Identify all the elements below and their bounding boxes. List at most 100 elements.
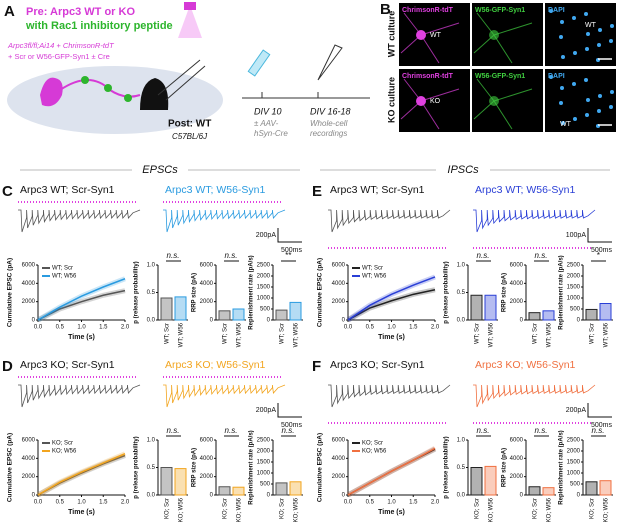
bar <box>160 297 173 321</box>
y-tick-label: 0 <box>267 318 271 324</box>
nucleus <box>573 51 577 55</box>
scale-bar <box>587 403 612 418</box>
cell-label: WT <box>560 121 572 128</box>
bar <box>174 296 187 321</box>
nucleus <box>584 12 588 16</box>
cell-label: WT <box>585 22 597 29</box>
y-axis-label: RRP size (pA) <box>502 448 508 487</box>
x-tick-label: 1.5 <box>409 500 418 506</box>
y-tick-label: 2000 <box>567 449 581 455</box>
x-tick-label: 0.5 <box>56 325 65 331</box>
category-label: WT; W56 <box>489 322 495 347</box>
panel-letter: A <box>4 3 15 20</box>
x-axis-label: Time (s) <box>378 509 405 516</box>
x-axis-label: Time (s) <box>378 334 405 341</box>
bar <box>232 486 245 496</box>
y-tick-label: 0 <box>342 318 346 324</box>
y-tick-label: 2000 <box>567 274 581 280</box>
category-label: KO; Scr <box>590 498 596 519</box>
category-label: WT; W56 <box>604 322 610 347</box>
y-tick-label: 500 <box>260 307 271 313</box>
scale-label: 200pA <box>256 232 277 239</box>
channel-label: DAPI <box>548 7 565 14</box>
y-axis-label: p (release probability) <box>444 261 450 323</box>
category-label: WT; Scr <box>223 323 229 344</box>
y-tick-label: 0 <box>520 493 524 499</box>
y-tick-label: 1500 <box>567 285 581 291</box>
channel-label: W56-GFP-Syn1 <box>475 73 525 80</box>
bar <box>218 486 231 496</box>
y-tick-label: 500 <box>260 482 271 488</box>
current-trace <box>163 384 286 408</box>
x-tick-label: 0.0 <box>344 325 353 331</box>
section-title: EPSCs <box>142 164 178 176</box>
y-tick-label: 0.5 <box>147 465 156 471</box>
y-tick-label: 2000 <box>22 474 36 480</box>
y-tick-label: 1.0 <box>147 438 156 444</box>
micrograph <box>545 69 616 132</box>
y-tick-label: 0.0 <box>457 318 466 324</box>
y-tick-label: 2000 <box>22 299 36 305</box>
y-tick-label: 6000 <box>332 438 346 444</box>
pipette-icon <box>317 44 343 81</box>
y-tick-label: 1500 <box>257 285 271 291</box>
synapse <box>81 76 89 84</box>
nucleus <box>549 75 553 79</box>
nucleus <box>610 24 614 28</box>
panel: E Arpc3 WT; Scr-Syn1 Arpc3 WT; W56-Syn1 100… <box>312 183 613 347</box>
x-axis-label: Time (s) <box>68 509 95 516</box>
bar <box>585 481 598 496</box>
y-tick-label: 6000 <box>332 263 346 269</box>
current-trace <box>163 209 286 233</box>
channel-label: W56-GFP-Syn1 <box>475 7 525 14</box>
post-neuron <box>140 78 169 110</box>
bar <box>599 303 612 321</box>
y-tick-label: 0.0 <box>457 493 466 499</box>
bar <box>160 467 173 496</box>
bar <box>289 301 302 321</box>
bar <box>528 486 541 496</box>
bar <box>585 308 598 321</box>
nucleus <box>549 9 553 13</box>
bar <box>484 465 497 496</box>
channel-label: ChrimsonR-tdT <box>402 7 454 14</box>
current-trace <box>18 384 141 408</box>
category-label: WT; Scr <box>533 323 539 344</box>
y-tick-label: 6000 <box>510 438 524 444</box>
post-label: Post: WT <box>168 119 211 130</box>
significance: n.s. <box>535 426 548 435</box>
x-tick-label: 1.0 <box>77 325 86 331</box>
nucleus <box>559 101 563 105</box>
current-trace <box>328 384 451 408</box>
y-tick-label: 1.0 <box>147 263 156 269</box>
y-tick-label: 2000 <box>257 274 271 280</box>
category-label: KO; W56 <box>489 497 495 522</box>
y-tick-label: 4000 <box>22 456 36 462</box>
y-tick-label: 1500 <box>257 460 271 466</box>
panel-letter: C <box>2 183 13 200</box>
significance: n.s. <box>225 251 238 260</box>
legend-label: WT; W56 <box>362 274 387 280</box>
y-axis-label: Replenishment rate (pA/s) <box>559 430 565 504</box>
nucleus <box>573 117 577 121</box>
y-tick-label: 1.0 <box>457 438 466 444</box>
nucleus <box>585 113 589 117</box>
scale-label: 200pA <box>256 407 277 414</box>
nucleus <box>597 43 601 47</box>
neurites <box>473 12 533 64</box>
y-tick-label: 4000 <box>332 281 346 287</box>
x-tick-label: 0.5 <box>56 500 65 506</box>
y-tick-label: 500 <box>570 307 581 313</box>
y-axis-label: RRP size (pA) <box>502 273 508 312</box>
bar <box>275 482 288 496</box>
y-tick-label: 1000 <box>257 471 271 477</box>
legend-label: KO; W56 <box>52 449 77 455</box>
current-trace <box>18 209 141 233</box>
significance: * <box>596 251 600 260</box>
scale-label: 500ms <box>591 422 613 429</box>
micrograph <box>545 3 616 66</box>
scale-label: 200pA <box>566 407 587 414</box>
y-tick-label: 2000 <box>200 474 214 480</box>
nucleus <box>597 109 601 113</box>
